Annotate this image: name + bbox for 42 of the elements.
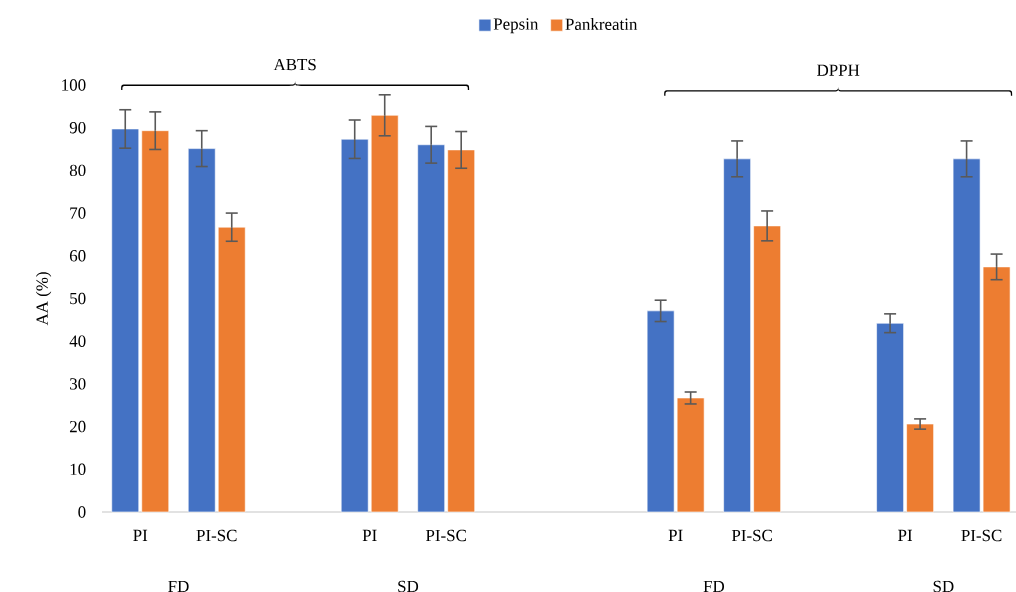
x-tick-label: PI [668,529,683,541]
bar [723,158,751,513]
y-tick-label: 20 [69,420,86,433]
text: DPPH [817,64,860,76]
y-axis-title: AA (%) [35,272,52,326]
bar [876,322,904,513]
x-tick-label: PI [898,529,913,541]
bar [676,397,705,513]
bar [340,138,369,513]
bar [187,148,216,513]
text: FD [703,580,725,592]
bar [753,225,781,513]
text: FD [168,580,189,592]
bar [217,226,246,513]
bar [111,128,140,513]
bar [370,115,399,513]
y-tick-label: 100 [62,79,86,91]
bar [906,423,934,513]
y-tick-label: 80 [69,164,86,177]
x-tick-label: PI-SC [961,529,1002,542]
x-tick-label: PI-SC [425,529,466,542]
bar [646,310,675,513]
x-tick-label: PI [133,529,148,541]
legend-label: Pepsin [493,18,539,34]
bar [417,144,445,513]
y-tick-label: 10 [70,463,86,476]
x-tick-label: PI-SC [196,529,237,542]
bar [447,149,475,513]
bar [141,130,170,513]
text: SD [933,580,954,592]
legend-label: Pankreatin [565,18,638,30]
text: ABTS [273,58,316,71]
y-tick-label: 40 [69,335,86,347]
text: SD [398,580,419,592]
y-tick-label: 70 [70,207,86,219]
x-tick-label: PI [362,529,377,541]
y-tick-label: 0 [78,506,86,518]
y-tick-label: 90 [69,121,86,134]
y-tick-label: 30 [70,378,86,390]
x-tick-label: PI-SC [731,529,772,542]
y-tick-label: 60 [69,250,86,262]
y-tick-label: 50 [70,292,86,305]
